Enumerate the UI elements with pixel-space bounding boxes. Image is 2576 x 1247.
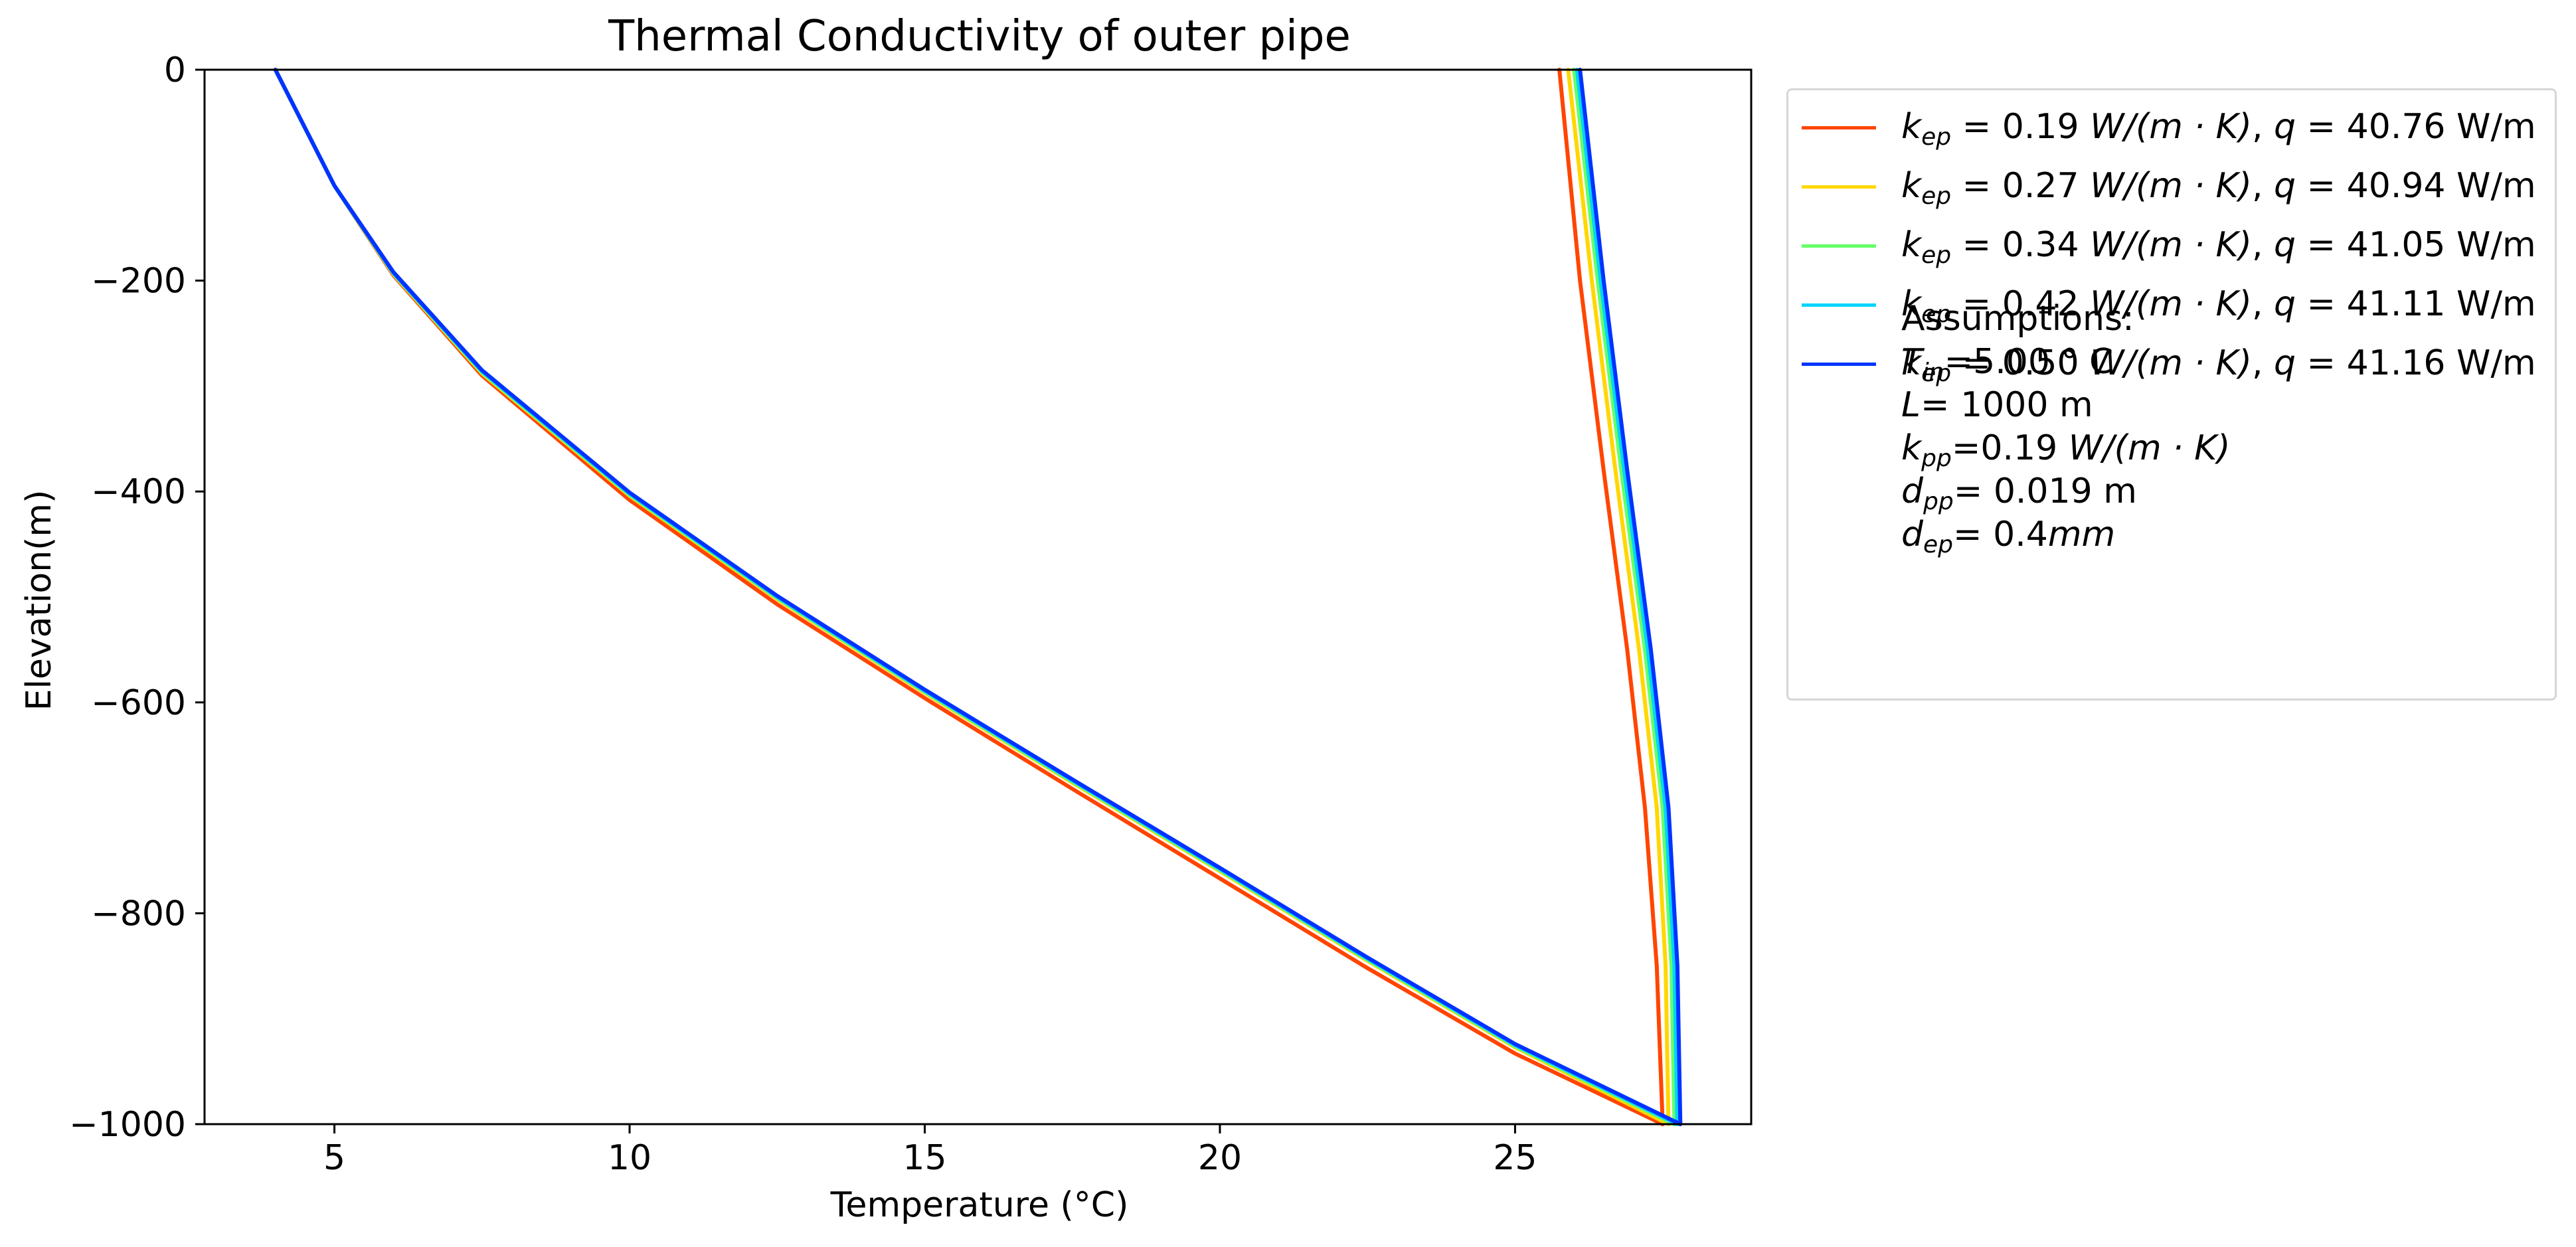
series-line-5-up — [1578, 68, 1683, 1126]
assumption-kpp: kpp=0.19 W/(m · K) — [1901, 427, 2231, 472]
legend-label: kep = 0.42 W/(m · K), q = 41.11 W/m — [1901, 284, 2536, 328]
y-axis-label: Elevation(m) — [19, 490, 59, 711]
y-tick-label: −1000 — [69, 1105, 186, 1145]
assumptions-block: Assumptions: Tin=5.00 ° C L= 1000 m kpp=… — [1901, 297, 2231, 558]
legend-swatch — [1802, 363, 1876, 366]
t-in-value: =5.00 ° C — [1944, 342, 2114, 382]
chart-title: Thermal Conductivity of outer pipe — [608, 12, 1351, 61]
legend-entry: kep = 0.50 W/(m · K), q = 41.16 W/m — [1788, 340, 2555, 386]
legend-entry: kep = 0.34 W/(m · K), q = 41.05 W/m — [1788, 222, 2555, 268]
y-tick-label: −600 — [91, 683, 186, 723]
legend: kep = 0.19 W/(m · K), q = 40.76 W/m kep =… — [1786, 88, 2557, 701]
y-tick-label: 0 — [164, 50, 186, 90]
kpp-value: =0.19 — [1951, 428, 2058, 468]
x-tick-label: 15 — [902, 1138, 946, 1178]
legend-label: kep = 0.19 W/(m · K), q = 40.76 W/m — [1901, 107, 2536, 151]
y-tick-label: −400 — [91, 472, 186, 512]
legend-label: kep = 0.27 W/(m · K), q = 40.94 W/m — [1901, 166, 2536, 210]
series-line-4-down — [273, 68, 1679, 1126]
assumption-length: L= 1000 m — [1901, 384, 2231, 427]
legend-entry: kep = 0.27 W/(m · K), q = 40.94 W/m — [1788, 163, 2555, 209]
dep-unit: mm — [2047, 515, 2116, 554]
plot-area: 5 10 15 20 25 0 −200 −400 −600 −800 −1000 — [69, 50, 1753, 1178]
t-in-symbol: T — [1901, 342, 1923, 382]
series-line-4-up — [1575, 68, 1679, 1126]
dpp-symbol: d — [1901, 471, 1924, 511]
series-line-2-up — [1566, 68, 1671, 1126]
x-axis-label: Temperature (°C) — [830, 1185, 1129, 1225]
plot-frame — [203, 68, 1753, 1125]
dep-symbol: d — [1901, 515, 1924, 554]
legend-swatch — [1802, 303, 1876, 307]
x-tick-label: 25 — [1493, 1138, 1537, 1178]
series-line-3-down — [273, 68, 1677, 1126]
series-line-2-down — [273, 68, 1671, 1126]
x-tick-label: 5 — [323, 1138, 345, 1178]
series-line-1-down — [273, 68, 1665, 1126]
legend-label: kep = 0.50 W/(m · K), q = 41.16 W/m — [1901, 343, 2536, 387]
t-in-subscript: in — [1922, 359, 1944, 386]
kpp-subscript: pp — [1921, 445, 1952, 472]
legend-swatch — [1802, 126, 1876, 129]
series-line-5-down — [273, 68, 1683, 1126]
y-tick-label: −800 — [91, 894, 186, 934]
legend-label: kep = 0.34 W/(m · K), q = 41.05 W/m — [1901, 225, 2536, 269]
y-tick-label: −200 — [91, 262, 186, 301]
dpp-value: = 0.019 m — [1953, 471, 2137, 511]
series-line-3-up — [1572, 68, 1677, 1126]
assumption-t-in: Tin=5.00 ° C — [1901, 341, 2231, 384]
legend-entry: kep = 0.19 W/(m · K), q = 40.76 W/m — [1788, 104, 2555, 150]
kpp-symbol: k — [1901, 428, 1922, 468]
assumption-dep: dep= 0.4mm — [1901, 513, 2231, 558]
dep-value: = 0.4 — [1953, 515, 2048, 554]
legend-swatch — [1802, 244, 1876, 248]
length-symbol: L — [1901, 385, 1921, 425]
dpp-subscript: pp — [1923, 488, 1954, 515]
kpp-unit: W/(m · K) — [2068, 428, 2231, 468]
x-tick-label: 10 — [608, 1138, 651, 1178]
x-tick-label: 20 — [1198, 1138, 1242, 1178]
legend-swatch — [1802, 185, 1876, 189]
series-line-1-up — [1557, 68, 1665, 1126]
length-value: = 1000 m — [1920, 385, 2093, 425]
assumption-dpp: dpp= 0.019 m — [1901, 470, 2231, 515]
dep-subscript: ep — [1923, 531, 1954, 558]
legend-entry: kep = 0.42 W/(m · K), q = 41.11 W/m — [1788, 281, 2555, 327]
assumptions-title: Assumptions: — [1901, 299, 2134, 339]
